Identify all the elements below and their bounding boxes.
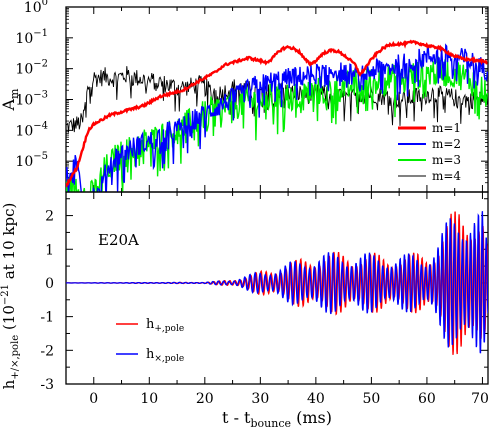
- ylabel-sub: m: [8, 88, 21, 99]
- x-tick-label: 30: [251, 391, 269, 407]
- ylabel-tail: at 10 kpc): [0, 203, 18, 284]
- x-tick-label: 70: [471, 391, 489, 407]
- y-tick-label: 10−2: [15, 59, 48, 78]
- y-tick-label: -3: [40, 377, 54, 393]
- legend-label-m=2: m=2: [432, 137, 461, 151]
- bottom-plot-frame: [65, 191, 489, 385]
- legend-sub: +,pole: [154, 324, 184, 334]
- ylabel-sub: +/×,pole: [10, 335, 21, 380]
- ylabel-sup: −21: [0, 284, 11, 305]
- y-tick-base: 10: [15, 93, 33, 109]
- ylabel-main: h: [0, 379, 18, 389]
- y-tick-exp: −3: [33, 90, 48, 101]
- y-tick-label: 2: [45, 209, 54, 225]
- bottom-y-axis-label: h+/×,pole (10−21 at 10 kpc): [0, 203, 21, 390]
- y-tick-exp: −4: [33, 120, 48, 131]
- x-tick-label: 20: [196, 391, 214, 407]
- y-tick-base: 10: [15, 154, 33, 170]
- series-m=1-line: [66, 39, 488, 188]
- legend-sub: ×,pole: [154, 354, 184, 364]
- ylabel-main: A: [0, 99, 18, 112]
- model-annotation: E20A: [98, 231, 139, 249]
- y-tick-label: 10−5: [15, 151, 48, 170]
- y-tick-exp: −2: [33, 59, 48, 70]
- waveform-cross-line: [66, 211, 488, 354]
- legend-label-0: h+,pole: [146, 317, 184, 334]
- y-tick-label: -1: [40, 310, 54, 326]
- y-tick-label: 10−1: [15, 28, 48, 47]
- y-tick-label: 10−3: [15, 90, 48, 109]
- y-tick-exp: −1: [33, 28, 48, 39]
- x-tick-label: 10: [140, 391, 158, 407]
- y-tick-base: 10: [15, 123, 33, 139]
- bottom-panel: 210-1-2-30 10 20 30 40 50 60 70t - tbounce (ms)…: [0, 191, 489, 429]
- y-tick-label: 1: [45, 242, 54, 258]
- y-tick-exp: 0: [42, 0, 48, 8]
- x-axis-label: t - tbounce (ms): [222, 408, 332, 429]
- y-tick-base: 10: [15, 62, 33, 78]
- x-tick-label: 40: [307, 391, 325, 407]
- legend-main: h: [146, 347, 155, 362]
- y-tick-base: 10: [15, 31, 33, 47]
- top-legend: m=1 m=2 m=3 m=4: [398, 121, 461, 183]
- top-y-axis-label: Am: [0, 88, 21, 112]
- y-tick-label: 10−4: [15, 120, 48, 139]
- ylabel-suffix: (10: [0, 305, 18, 335]
- xlabel-tail: (ms): [291, 408, 332, 427]
- xlabel-main: t - t: [222, 408, 251, 427]
- legend-label-1: h×,pole: [146, 347, 184, 364]
- x-tick-label: 50: [362, 391, 380, 407]
- series-m=2-line: [66, 43, 488, 192]
- y-tick-label: -2: [40, 343, 54, 359]
- x-tick-label: 60: [418, 391, 436, 407]
- legend-label-m=4: m=4: [432, 169, 461, 183]
- x-tick-label: 0: [89, 391, 98, 407]
- y-tick-exp: −5: [33, 151, 48, 162]
- legend-main: h: [146, 317, 155, 332]
- legend-label-m=1: m=1: [432, 121, 461, 135]
- y-tick-label: 0: [45, 276, 54, 292]
- y-tick-label: 100: [24, 0, 48, 16]
- y-tick-base: 10: [24, 0, 42, 16]
- xlabel-sub: bounce: [250, 417, 291, 429]
- legend-label-m=3: m=3: [432, 153, 461, 167]
